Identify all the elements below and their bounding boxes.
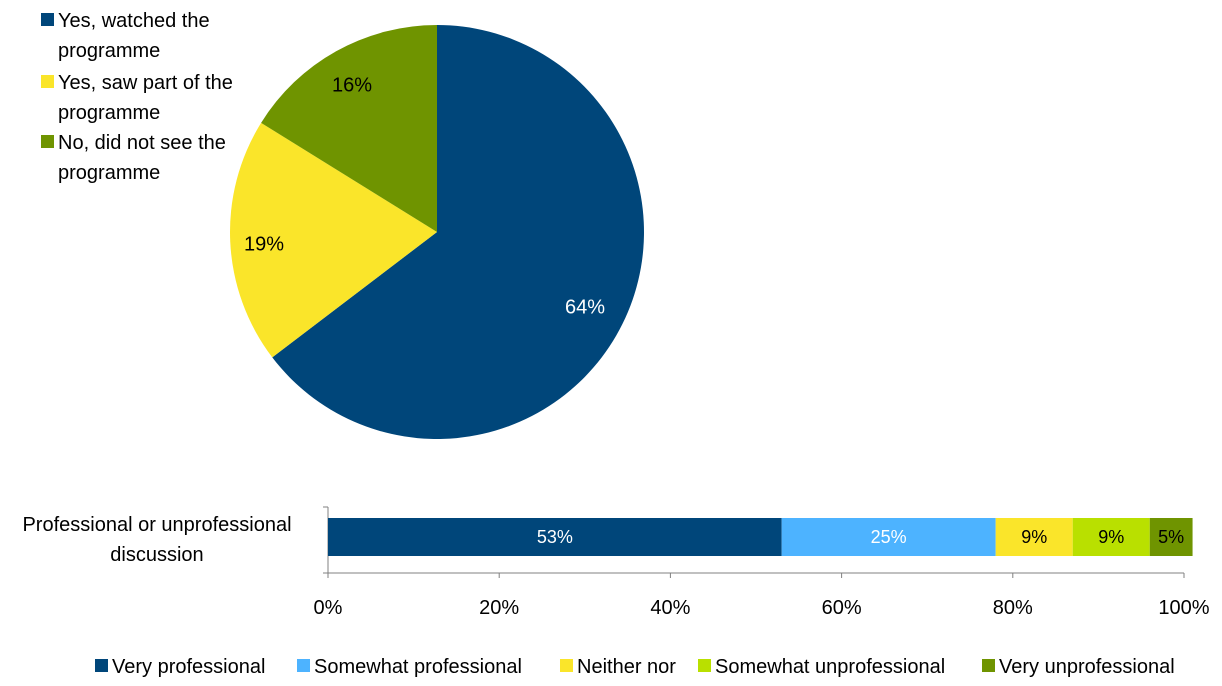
legend-swatch: [297, 659, 310, 672]
x-tick-label: 40%: [650, 597, 690, 619]
x-tick-label: 0%: [314, 597, 343, 619]
category-label: Professional or unprofessional: [22, 514, 291, 536]
legend-swatch: [95, 659, 108, 672]
pie-legend: Yes, watched the programme Yes, saw part o…: [41, 10, 233, 184]
legend-label: No, did not see the: [58, 132, 226, 154]
stacked-bar-chart: 0% 20% 40% 60% 80% 100% Professional or unprof…: [22, 506, 1210, 619]
pie-slice: [272, 25, 644, 439]
bar-legend: Very professional Somewhat professional Ne…: [95, 656, 1175, 678]
bar-segment: [1072, 518, 1150, 556]
pie-slice: [229, 122, 437, 358]
legend-label: programme: [58, 162, 160, 184]
legend-swatch: [698, 659, 711, 672]
legend-swatch: [41, 75, 54, 88]
legend-label: programme: [58, 102, 160, 124]
bar-data-label: 5%: [1158, 527, 1184, 547]
legend-label: Very professional: [112, 656, 265, 678]
pie-data-label: 16%: [332, 74, 372, 96]
bar-data-label: 25%: [871, 527, 907, 547]
legend-label: programme: [58, 40, 160, 62]
pie-data-label: 64%: [565, 296, 605, 318]
legend-label: Somewhat unprofessional: [715, 656, 945, 678]
bar-data-label: 53%: [537, 527, 573, 547]
legend-label: Yes, saw part of the: [58, 72, 233, 94]
legend-label: Somewhat professional: [314, 656, 522, 678]
legend-label: Very unprofessional: [999, 656, 1175, 678]
x-tick-label: 100%: [1158, 597, 1209, 619]
legend-label: Neither nor: [577, 656, 676, 678]
bar-segment: [328, 518, 782, 556]
x-tick-label: 80%: [993, 597, 1033, 619]
legend-label: Yes, watched the: [58, 10, 210, 32]
bar-data-label: 9%: [1021, 527, 1047, 547]
bar-segment: [995, 518, 1073, 556]
x-tick-label: 20%: [479, 597, 519, 619]
bar-segment: [781, 518, 996, 556]
category-label: discussion: [110, 544, 203, 566]
bar-segment: [1149, 518, 1193, 556]
x-tick-label: 60%: [822, 597, 862, 619]
legend-swatch: [41, 13, 54, 26]
bar-data-label: 9%: [1098, 527, 1124, 547]
legend-swatch: [41, 135, 54, 148]
pie-slice: [261, 25, 437, 232]
legend-swatch: [560, 659, 573, 672]
pie-data-label: 19%: [244, 233, 284, 255]
legend-swatch: [982, 659, 995, 672]
pie-chart: 64% 19% 16%: [229, 25, 644, 439]
